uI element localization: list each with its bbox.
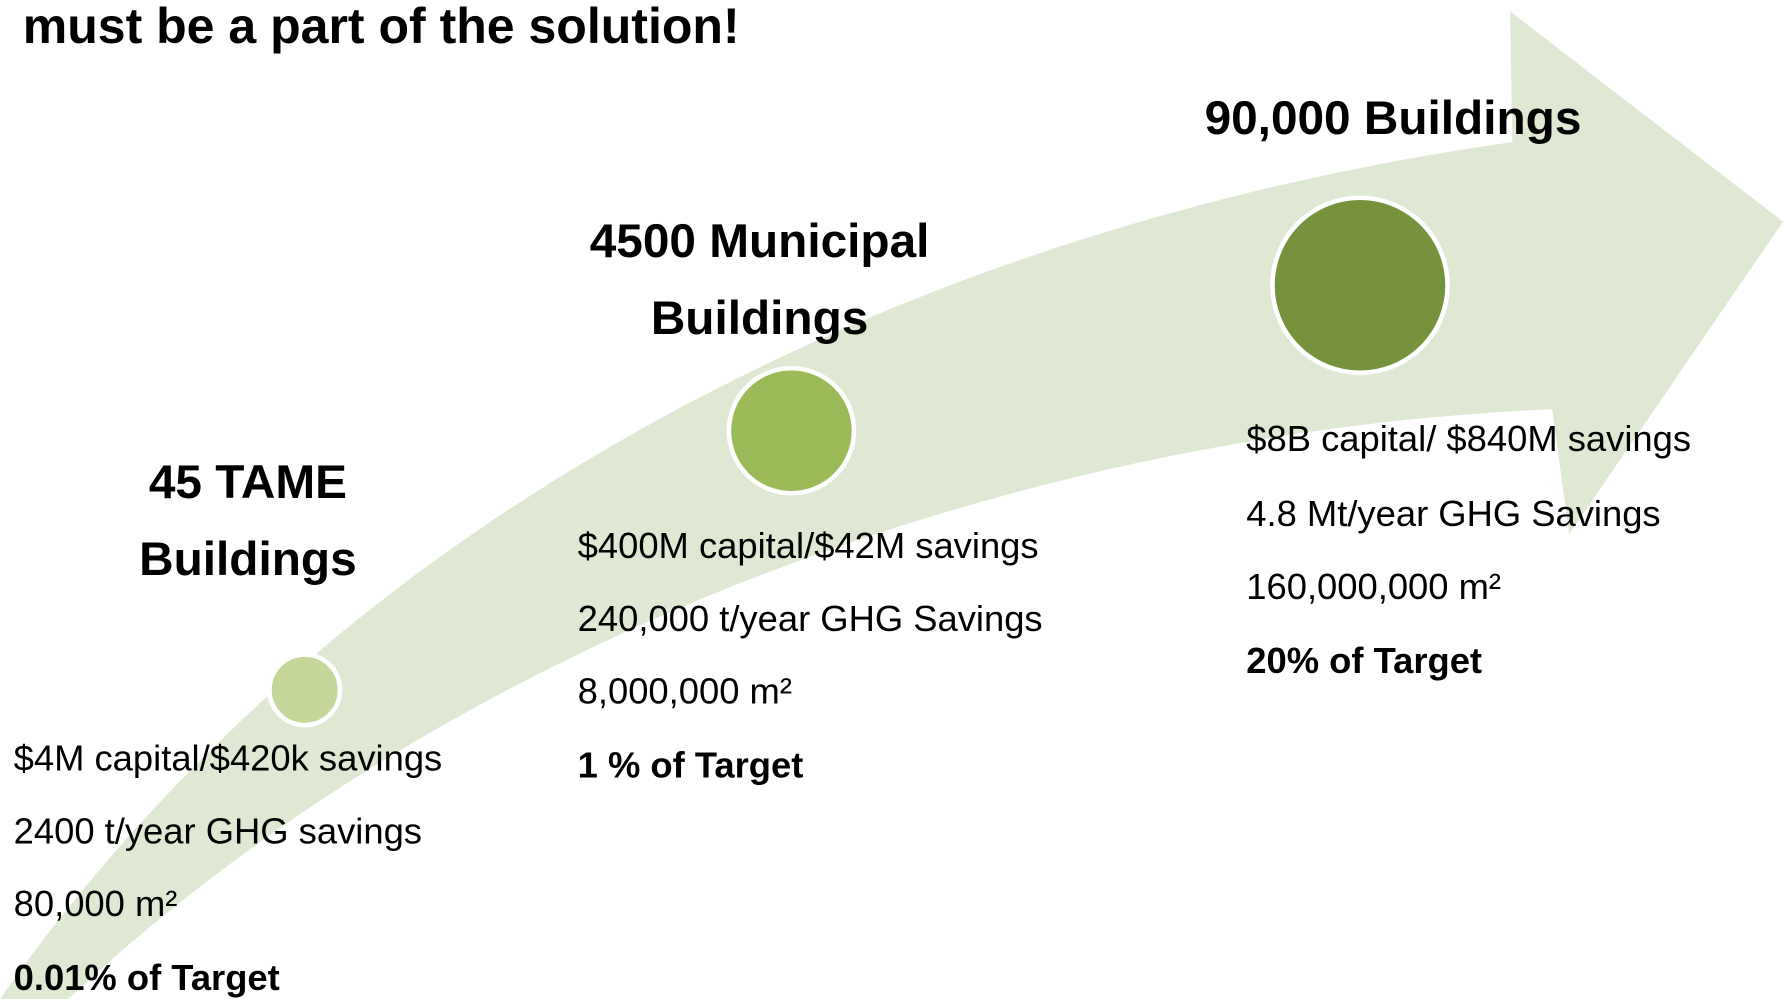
stage-line: $8B capital/ $840M savings (1246, 418, 1691, 459)
stage-target: 0.01% of Target (14, 957, 280, 998)
stage-circle (1270, 195, 1450, 376)
stage-title: 4500 Municipal (590, 215, 930, 268)
stage-line: 240,000 t/year GHG Savings (578, 598, 1043, 639)
stage-target: 1 % of Target (578, 744, 804, 785)
stage-title: 45 TAME (149, 456, 347, 509)
stage-line: 160,000,000 m² (1246, 566, 1501, 607)
stage-title: Buildings (139, 533, 357, 586)
stage-title: 90,000 Buildings (1205, 92, 1582, 145)
stage-line: 4.8 Mt/year GHG Savings (1246, 493, 1660, 534)
stage-circle (726, 365, 857, 496)
stage-target: 20% of Target (1246, 640, 1482, 681)
stage-line: 2400 t/year GHG savings (14, 810, 422, 851)
stage-circle (267, 652, 343, 728)
stage-line: $400M capital/$42M savings (578, 525, 1039, 566)
stage-title: Buildings (651, 292, 869, 345)
stage-line: 8,000,000 m² (578, 671, 792, 712)
stage-line: $4M capital/$420k savings (14, 738, 443, 779)
stage-line: 80,000 m² (14, 883, 178, 924)
header-title: must be a part of the solution! (23, 0, 740, 54)
